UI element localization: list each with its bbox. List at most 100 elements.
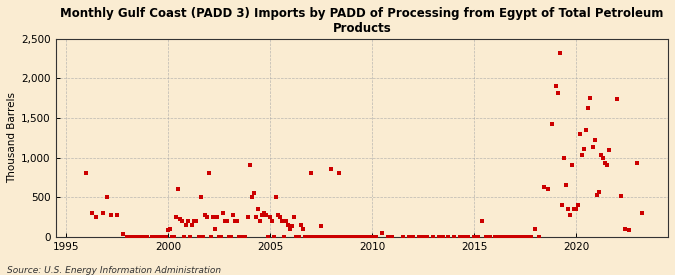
Point [307, 235, 318, 239]
Point [248, 191, 259, 195]
Point [265, 215, 275, 219]
Point [620, 227, 630, 231]
Point [213, 235, 224, 239]
Point [225, 235, 236, 239]
Point [585, 96, 596, 100]
Point [201, 215, 212, 219]
Point [181, 223, 192, 227]
Point [230, 219, 241, 223]
Point [428, 235, 439, 239]
Point [136, 235, 146, 239]
Point [575, 132, 586, 136]
Point [163, 228, 173, 233]
Point [254, 219, 265, 223]
Point [577, 153, 588, 157]
Point [624, 228, 634, 233]
Point [442, 235, 453, 239]
Point [398, 235, 408, 239]
Point [293, 235, 304, 239]
Point [344, 235, 355, 239]
Point [97, 211, 108, 215]
Point [542, 187, 553, 191]
Point [295, 223, 306, 227]
Point [489, 235, 500, 239]
Point [595, 153, 606, 157]
Point [189, 219, 200, 223]
Point [283, 223, 294, 227]
Point [434, 235, 445, 239]
Point [330, 235, 341, 239]
Point [221, 219, 232, 223]
Point [468, 235, 479, 239]
Point [142, 235, 153, 239]
Point [485, 235, 496, 239]
Point [126, 235, 136, 239]
Point [497, 235, 508, 239]
Point [563, 207, 574, 211]
Point [583, 106, 594, 110]
Point [502, 235, 512, 239]
Point [101, 195, 112, 199]
Point [350, 235, 361, 239]
Point [587, 145, 598, 150]
Point [171, 215, 182, 219]
Point [328, 235, 339, 239]
Point [91, 215, 102, 219]
Point [256, 212, 267, 217]
Y-axis label: Thousand Barrels: Thousand Barrels [7, 92, 17, 183]
Point [354, 235, 365, 239]
Point [267, 219, 277, 223]
Point [309, 235, 320, 239]
Point [236, 235, 247, 239]
Point [318, 235, 329, 239]
Point [593, 190, 604, 195]
Point [111, 213, 122, 218]
Point [285, 227, 296, 231]
Point [199, 212, 210, 217]
Point [616, 193, 626, 198]
Point [346, 235, 357, 239]
Point [493, 235, 504, 239]
Point [538, 185, 549, 189]
Point [514, 235, 524, 239]
Point [87, 211, 98, 215]
Point [597, 155, 608, 160]
Point [193, 235, 204, 239]
Point [211, 215, 222, 219]
Point [591, 192, 602, 197]
Point [209, 227, 220, 231]
Point [291, 235, 302, 239]
Point [305, 171, 316, 176]
Point [207, 215, 218, 219]
Point [458, 235, 469, 239]
Point [240, 235, 251, 239]
Point [546, 121, 557, 126]
Point [612, 97, 622, 101]
Point [281, 219, 292, 223]
Point [316, 224, 327, 229]
Point [232, 219, 243, 223]
Point [223, 235, 234, 239]
Point [340, 235, 351, 239]
Point [371, 235, 381, 239]
Point [146, 235, 157, 239]
Point [530, 227, 541, 231]
Point [414, 235, 425, 239]
Point [81, 171, 92, 176]
Point [377, 230, 387, 235]
Point [275, 215, 286, 219]
Point [128, 235, 138, 239]
Point [522, 235, 533, 239]
Point [408, 235, 418, 239]
Point [320, 235, 331, 239]
Point [195, 195, 206, 199]
Title: Monthly Gulf Coast (PADD 3) Imports by PADD of Processing from Egypt of Total Pe: Monthly Gulf Coast (PADD 3) Imports by P… [60, 7, 664, 35]
Point [338, 235, 349, 239]
Point [362, 235, 373, 239]
Point [179, 235, 190, 239]
Point [159, 235, 169, 239]
Point [454, 235, 465, 239]
Point [322, 235, 333, 239]
Point [312, 235, 323, 239]
Point [556, 203, 567, 207]
